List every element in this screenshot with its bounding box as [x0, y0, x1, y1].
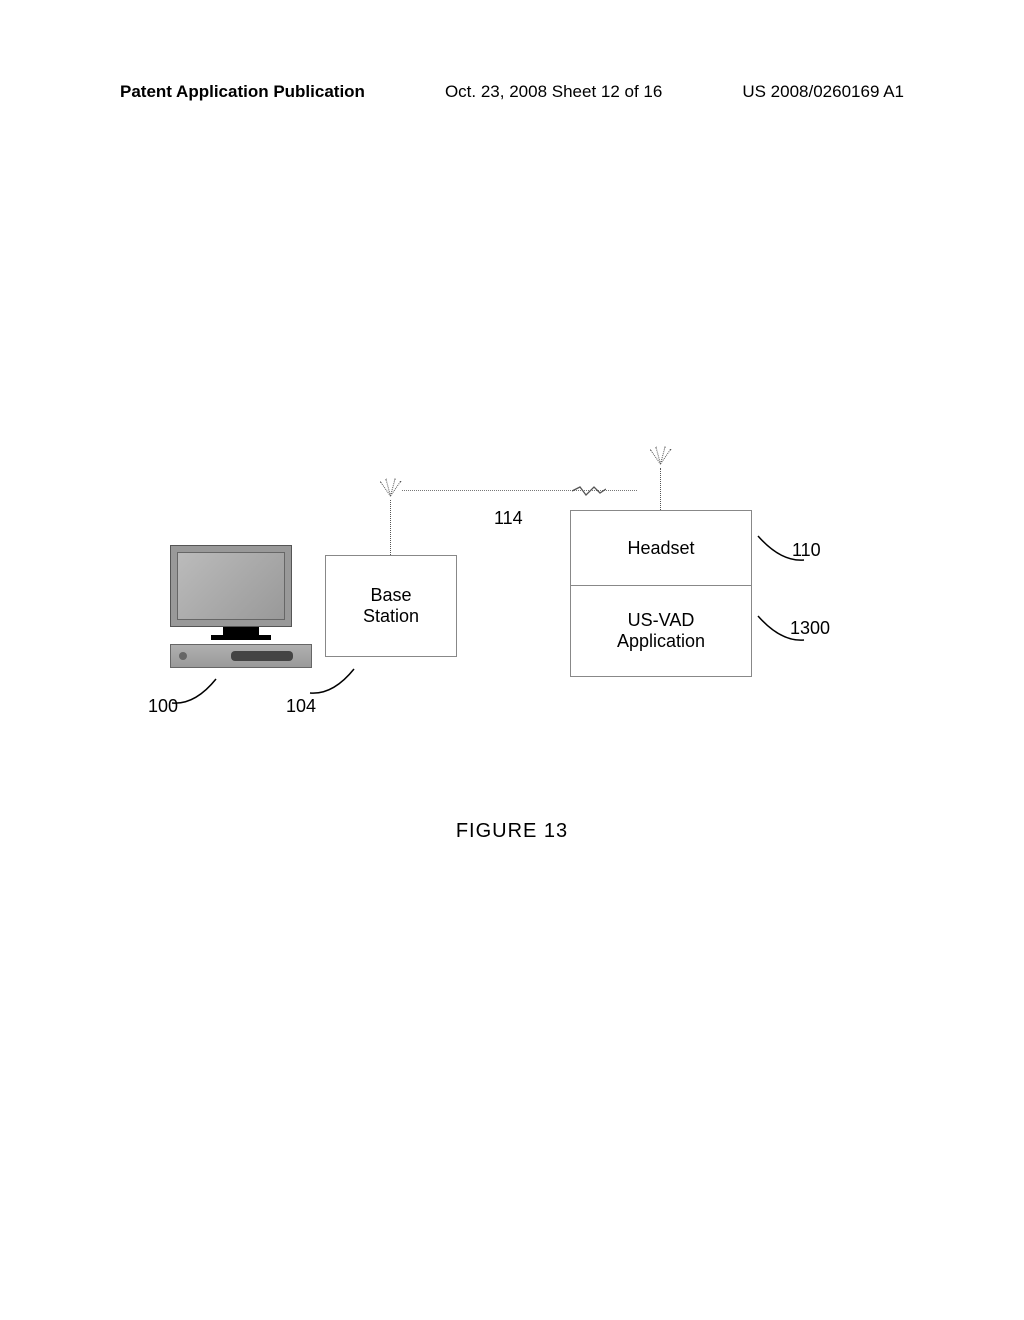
ref-computer: 100: [148, 696, 178, 717]
ref-usvad: 1300: [790, 618, 830, 639]
page-header: Patent Application Publication Oct. 23, …: [0, 82, 1024, 102]
leader-base: [310, 665, 356, 695]
base-antenna-stem: [390, 500, 392, 555]
computer-icon: [170, 545, 312, 668]
wireless-arrow-icon: [572, 484, 606, 496]
ref-headset: 110: [792, 540, 821, 561]
ref-link: 114: [494, 508, 523, 529]
diagram: 100 Base Station 104 114 Headset US-VAD …: [0, 450, 1024, 850]
headset-antenna-top: [640, 446, 680, 472]
headset-antenna-stem: [660, 468, 662, 510]
header-center: Oct. 23, 2008 Sheet 12 of 16: [445, 82, 662, 102]
figure-caption: FIGURE 13: [0, 820, 1024, 843]
base-station-box: Base Station: [325, 555, 457, 657]
ref-base: 104: [286, 696, 316, 717]
leader-computer: [172, 675, 218, 705]
usvad-box: US-VAD Application: [570, 585, 752, 677]
headset-box: Headset: [570, 510, 752, 587]
header-right: US 2008/0260169 A1: [742, 82, 904, 102]
header-left: Patent Application Publication: [120, 82, 365, 102]
